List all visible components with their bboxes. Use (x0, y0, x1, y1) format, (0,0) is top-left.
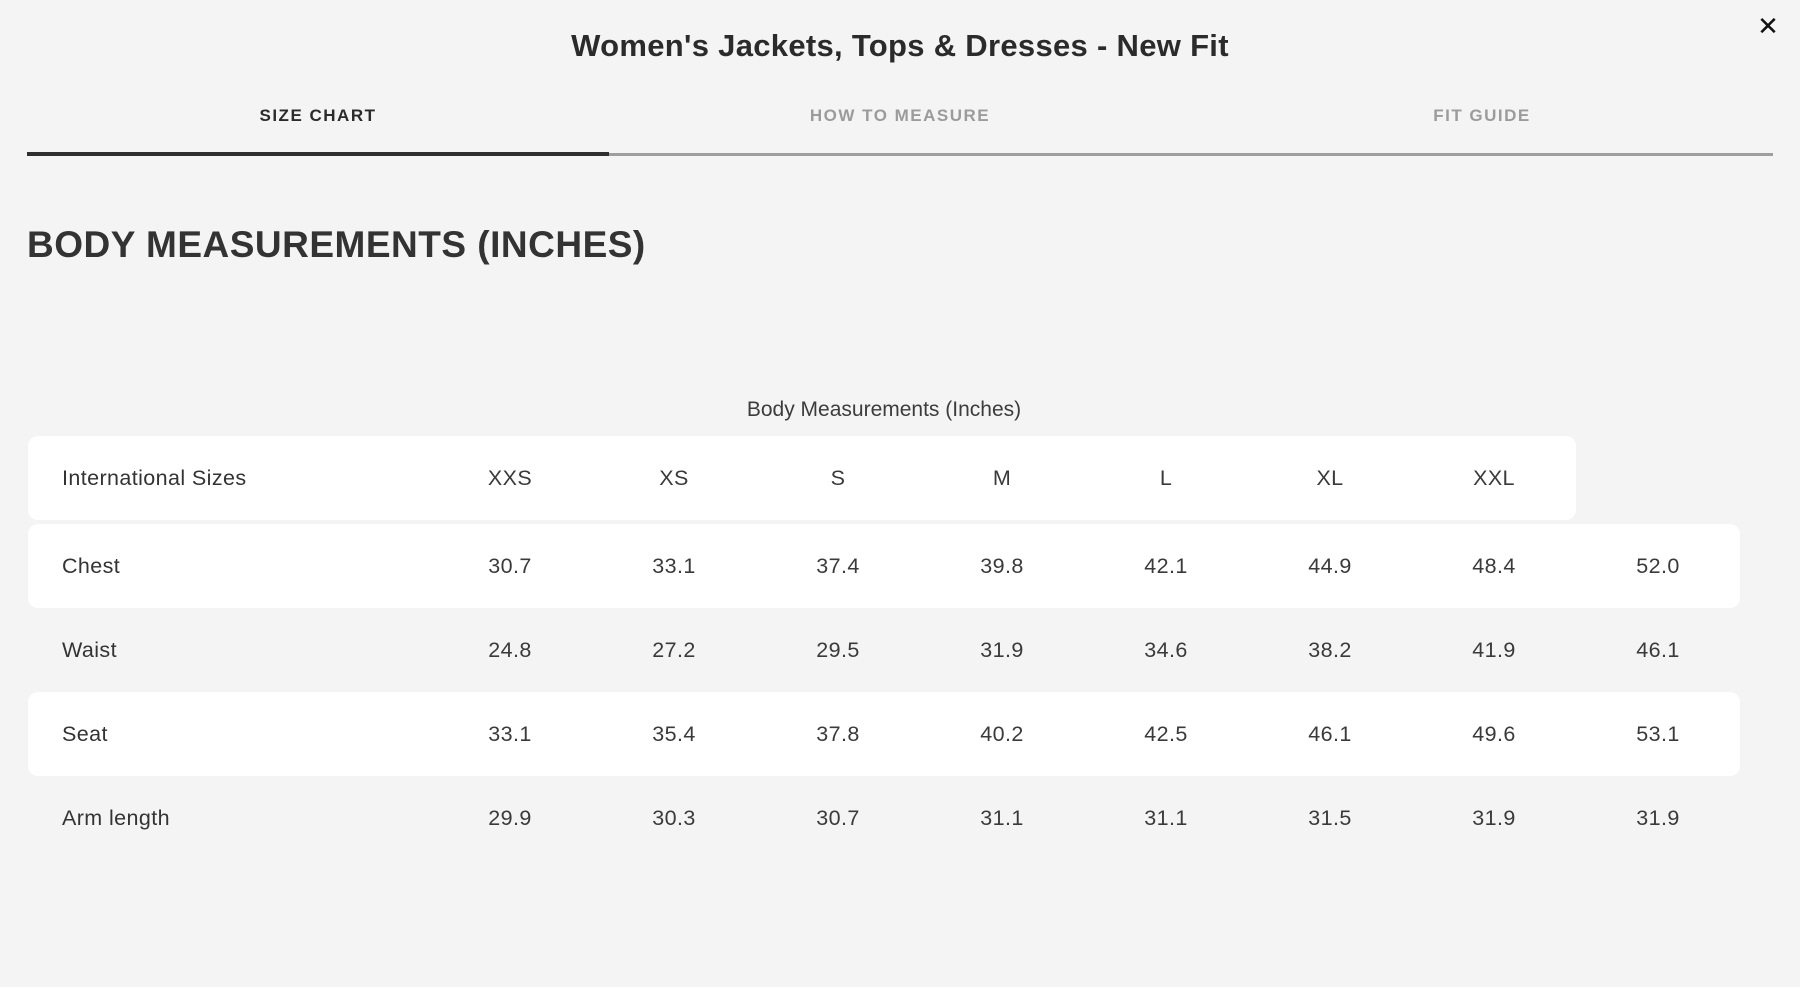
value-cell: 49.6 (1472, 721, 1516, 746)
value-cell: 29.9 (488, 805, 532, 830)
close-icon[interactable]: ✕ (1748, 6, 1788, 46)
size-header-cell: XXS (487, 465, 533, 490)
value-cell: 33.1 (488, 721, 532, 746)
row-label: Arm length (62, 805, 170, 830)
tab-bar: SIZE CHART HOW TO MEASURE FIT GUIDE (27, 106, 1773, 156)
table-caption: Body Measurements (Inches) (746, 398, 1022, 421)
value-cell: 37.8 (816, 721, 860, 746)
body-measurements-table: Body Measurements (Inches) International… (28, 398, 1740, 860)
modal-header: Women's Jackets, Tops & Dresses - New Fi… (0, 0, 1800, 64)
value-cell: 38.2 (1308, 637, 1352, 662)
size-header-cell: XL (1316, 465, 1344, 490)
row-label: Waist (62, 637, 117, 662)
row-label: Seat (62, 721, 108, 746)
tab-size-chart[interactable]: SIZE CHART (27, 106, 609, 156)
value-cell: 30.3 (652, 805, 696, 830)
value-cell: 42.5 (1144, 721, 1188, 746)
value-cell: 46.1 (1308, 721, 1352, 746)
section-heading: BODY MEASUREMENTS (INCHES) (27, 224, 646, 265)
size-header-cell: L (1159, 465, 1173, 490)
value-cell: 48.4 (1472, 553, 1516, 578)
row-label: Chest (62, 553, 121, 578)
value-cell: 35.4 (652, 721, 696, 746)
value-cell: 33.1 (652, 553, 696, 578)
value-cell: 46.1 (1636, 637, 1680, 662)
corner-header-cell: International Sizes (62, 465, 247, 490)
value-cell: 31.5 (1308, 805, 1352, 830)
value-cell: 30.7 (488, 553, 532, 578)
tab-how-to-measure[interactable]: HOW TO MEASURE (809, 106, 991, 125)
tab-fit-guide[interactable]: FIT GUIDE (1433, 106, 1531, 125)
value-cell: 31.9 (980, 637, 1024, 662)
table-row: Waist 24.8 27.2 29.5 31.9 34.6 38.2 41.9… (28, 608, 1740, 692)
size-header-cell: S (830, 465, 846, 490)
value-cell: 31.1 (1144, 805, 1188, 830)
value-cell: 39.8 (980, 553, 1024, 578)
modal-title: Women's Jackets, Tops & Dresses - New Fi… (571, 28, 1229, 63)
table-row: Seat 33.1 35.4 37.8 40.2 42.5 46.1 49.6 … (28, 692, 1740, 776)
value-cell: 41.9 (1472, 637, 1516, 662)
value-cell: 40.2 (980, 721, 1024, 746)
table-row: Chest 30.7 33.1 37.4 39.8 42.1 44.9 48.4… (28, 524, 1740, 608)
value-cell: 31.9 (1636, 805, 1680, 830)
value-cell: 24.8 (488, 637, 532, 662)
size-header-cell: M (992, 465, 1012, 490)
value-cell: 27.2 (652, 637, 696, 662)
value-cell: 31.1 (980, 805, 1024, 830)
size-header-cell: XXL (1473, 465, 1515, 490)
table-header-row: International Sizes XXS XS S M L XL XXL (28, 436, 1576, 520)
value-cell: 29.5 (816, 637, 860, 662)
value-cell: 31.9 (1472, 805, 1516, 830)
value-cell: 53.1 (1636, 721, 1680, 746)
value-cell: 34.6 (1144, 637, 1188, 662)
modal-bottom-edge (0, 987, 1800, 1007)
value-cell: 44.9 (1308, 553, 1352, 578)
size-header-cell: XS (659, 465, 689, 490)
table-row: Arm length 29.9 30.3 30.7 31.1 31.1 31.5… (28, 776, 1740, 860)
value-cell: 30.7 (816, 805, 860, 830)
value-cell: 42.1 (1144, 553, 1188, 578)
value-cell: 52.0 (1636, 553, 1680, 578)
value-cell: 37.4 (816, 553, 860, 578)
